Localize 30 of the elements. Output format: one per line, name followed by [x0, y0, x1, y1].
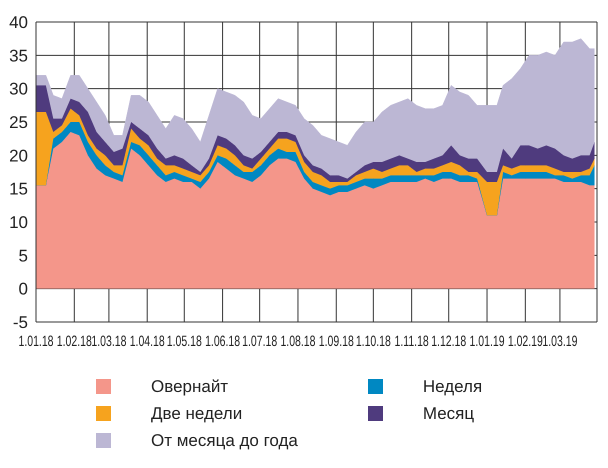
y-tick-label: 25	[9, 113, 28, 132]
y-tick-label: 20	[9, 146, 28, 166]
x-tick-label: 1.01.19	[470, 332, 505, 350]
x-tick-label: 1.02.18	[56, 332, 92, 350]
legend-label: Неделя	[422, 376, 482, 396]
y-tick-label: 15	[9, 180, 28, 199]
y-tick-label: 0	[18, 280, 28, 299]
x-tick-label: 1.08.18	[280, 332, 316, 350]
x-tick-label: 1.12.18	[431, 332, 466, 350]
y-tick-label: 35	[9, 46, 28, 66]
x-tick-label: 1.09.18	[318, 332, 354, 350]
y-tick-label: 5	[18, 246, 28, 266]
legend-label: От месяца до года	[151, 430, 298, 450]
x-tick-label: 1.10.18	[356, 332, 391, 350]
x-tick-label: 1.11.18	[394, 332, 429, 350]
x-tick-label: 1.05.18	[166, 332, 202, 350]
legend-label: Овернайт	[151, 376, 228, 396]
x-tick-label: 1.01.18	[18, 332, 54, 350]
legend-label: Месяц	[422, 404, 474, 424]
x-tick-label: 1.07.18	[242, 332, 278, 350]
y-tick-label: 30	[9, 80, 28, 99]
x-tick-label: 1.02.19	[508, 332, 543, 350]
y-tick-label: -5	[12, 313, 28, 332]
y-tick-label: 10	[9, 213, 28, 232]
legend-label: Две недели	[151, 404, 242, 424]
x-tick-label: 1.06.18	[205, 332, 240, 350]
y-tick-label: 40	[9, 13, 28, 32]
x-tick-label: 1.04.18	[130, 332, 165, 350]
x-tick-label: 1.03.19	[542, 332, 578, 350]
x-tick-label: 1.03.18	[91, 332, 126, 350]
